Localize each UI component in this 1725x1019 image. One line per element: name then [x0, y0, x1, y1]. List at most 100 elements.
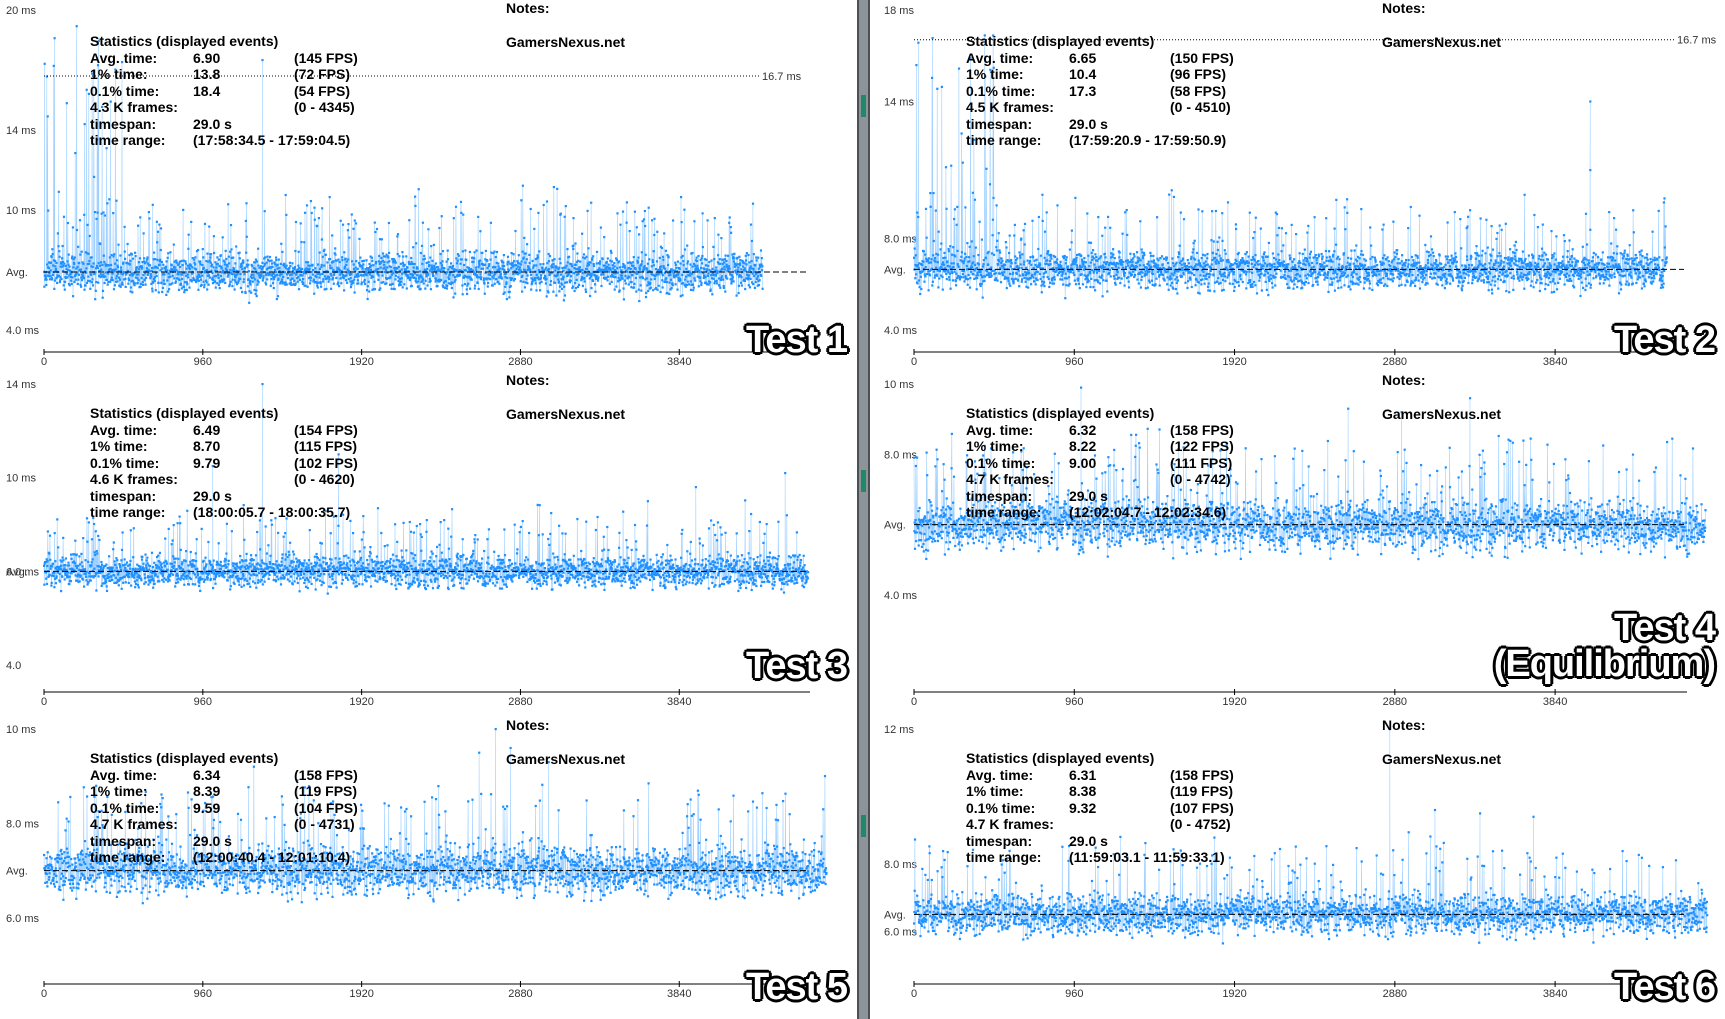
- frametime-point: [537, 276, 540, 279]
- frametime-point: [263, 210, 266, 213]
- frametime-point: [1048, 253, 1051, 256]
- frametime-point: [1039, 277, 1042, 281]
- frametime-point: [1470, 264, 1473, 267]
- frametime-point: [1125, 259, 1128, 262]
- frametime-point: [944, 256, 947, 259]
- frametime-point: [1083, 260, 1086, 264]
- frametime-point: [414, 279, 417, 283]
- frametime-point: [1430, 248, 1433, 251]
- stat-key: Avg. time:: [90, 49, 158, 66]
- frametime-point: [338, 260, 341, 264]
- frametime-point: [244, 291, 247, 295]
- frametime-point: [1429, 253, 1432, 256]
- frametime-point: [921, 270, 924, 273]
- frametime-point: [304, 211, 307, 214]
- frametime-point: [340, 282, 343, 285]
- frametime-point: [1524, 263, 1528, 266]
- frametime-point: [530, 277, 533, 280]
- frametime-point: [241, 291, 244, 294]
- frametime-point: [934, 209, 937, 212]
- frametime-point: [1350, 273, 1353, 276]
- frametime-point: [1420, 276, 1423, 279]
- frametime-point: [1094, 253, 1097, 256]
- frametime-point: [1024, 280, 1027, 283]
- frametime-point: [463, 269, 466, 272]
- frametime-point: [105, 278, 108, 281]
- frametime-point: [100, 261, 103, 264]
- frametime-point: [1093, 270, 1096, 273]
- frametime-point: [152, 258, 155, 261]
- frametime-point: [1451, 261, 1454, 264]
- frametime-point: [547, 260, 550, 263]
- frametime-point: [675, 270, 678, 273]
- frametime-point: [947, 248, 950, 251]
- frametime-point: [1115, 261, 1118, 265]
- frametime-point: [321, 207, 324, 210]
- frametime-point: [991, 234, 994, 237]
- frametime-point: [126, 269, 129, 272]
- frametime-point: [1092, 271, 1095, 274]
- frametime-point: [689, 288, 693, 291]
- frametime-point: [1410, 282, 1413, 285]
- frametime-point: [1176, 276, 1179, 279]
- frametime-point: [1421, 267, 1424, 270]
- frametime-point: [1178, 252, 1181, 255]
- frametime-point: [1167, 288, 1170, 291]
- frametime-point: [1130, 273, 1133, 276]
- frametime-point: [46, 115, 49, 118]
- frametime-point: [1200, 269, 1204, 272]
- frametime-point: [1507, 258, 1510, 261]
- frametime-point: [266, 255, 269, 258]
- frametime-point: [226, 263, 229, 266]
- frametime-point: [1448, 265, 1451, 268]
- frametime-point: [101, 263, 104, 266]
- frametime-point: [243, 273, 246, 276]
- frametime-point: [534, 279, 537, 282]
- frametime-point: [1288, 269, 1291, 272]
- frametime-point: [1016, 257, 1019, 260]
- frametime-point: [1521, 250, 1524, 253]
- frametime-point: [942, 263, 945, 266]
- frametime-point: [1567, 260, 1570, 263]
- frametime-point: [150, 282, 153, 285]
- frametime-point: [1496, 268, 1499, 271]
- frametime-point: [927, 270, 930, 273]
- frametime-point: [514, 229, 517, 233]
- frametime-point: [91, 265, 94, 268]
- frametime-point: [716, 272, 719, 275]
- frametime-point: [282, 281, 285, 284]
- frametime-point: [538, 282, 541, 285]
- frametime-point: [437, 268, 440, 271]
- frametime-point: [76, 271, 79, 274]
- frametime-point: [645, 277, 648, 280]
- frametime-point: [1158, 275, 1161, 278]
- frametime-point: [519, 269, 522, 272]
- frametime-point: [371, 259, 374, 262]
- frametime-point: [73, 262, 76, 266]
- frametime-point: [1083, 256, 1086, 260]
- frametime-point: [1411, 263, 1414, 266]
- frametime-point: [491, 275, 494, 278]
- frametime-point: [526, 243, 529, 246]
- frametime-point: [1331, 255, 1334, 258]
- frametime-point: [677, 276, 680, 279]
- frametime-point: [644, 278, 647, 281]
- frametime-point: [413, 262, 416, 266]
- frametime-point: [1331, 260, 1334, 263]
- frametime-point: [1208, 276, 1211, 279]
- frametime-point: [569, 275, 573, 278]
- frametime-point: [1476, 266, 1480, 269]
- frametime-point: [541, 269, 544, 272]
- frametime-point: [406, 274, 409, 277]
- frametime-point: [1414, 284, 1417, 287]
- frametime-point: [941, 275, 944, 278]
- frametime-point: [933, 270, 936, 273]
- frametime-point: [1514, 240, 1517, 243]
- frametime-point: [1112, 275, 1115, 278]
- frametime-point: [591, 258, 594, 261]
- frametime-point: [1005, 260, 1008, 263]
- frametime-point: [216, 262, 219, 265]
- frametime-point: [1528, 273, 1531, 276]
- frametime-point: [1215, 252, 1218, 255]
- frametime-point: [441, 260, 444, 263]
